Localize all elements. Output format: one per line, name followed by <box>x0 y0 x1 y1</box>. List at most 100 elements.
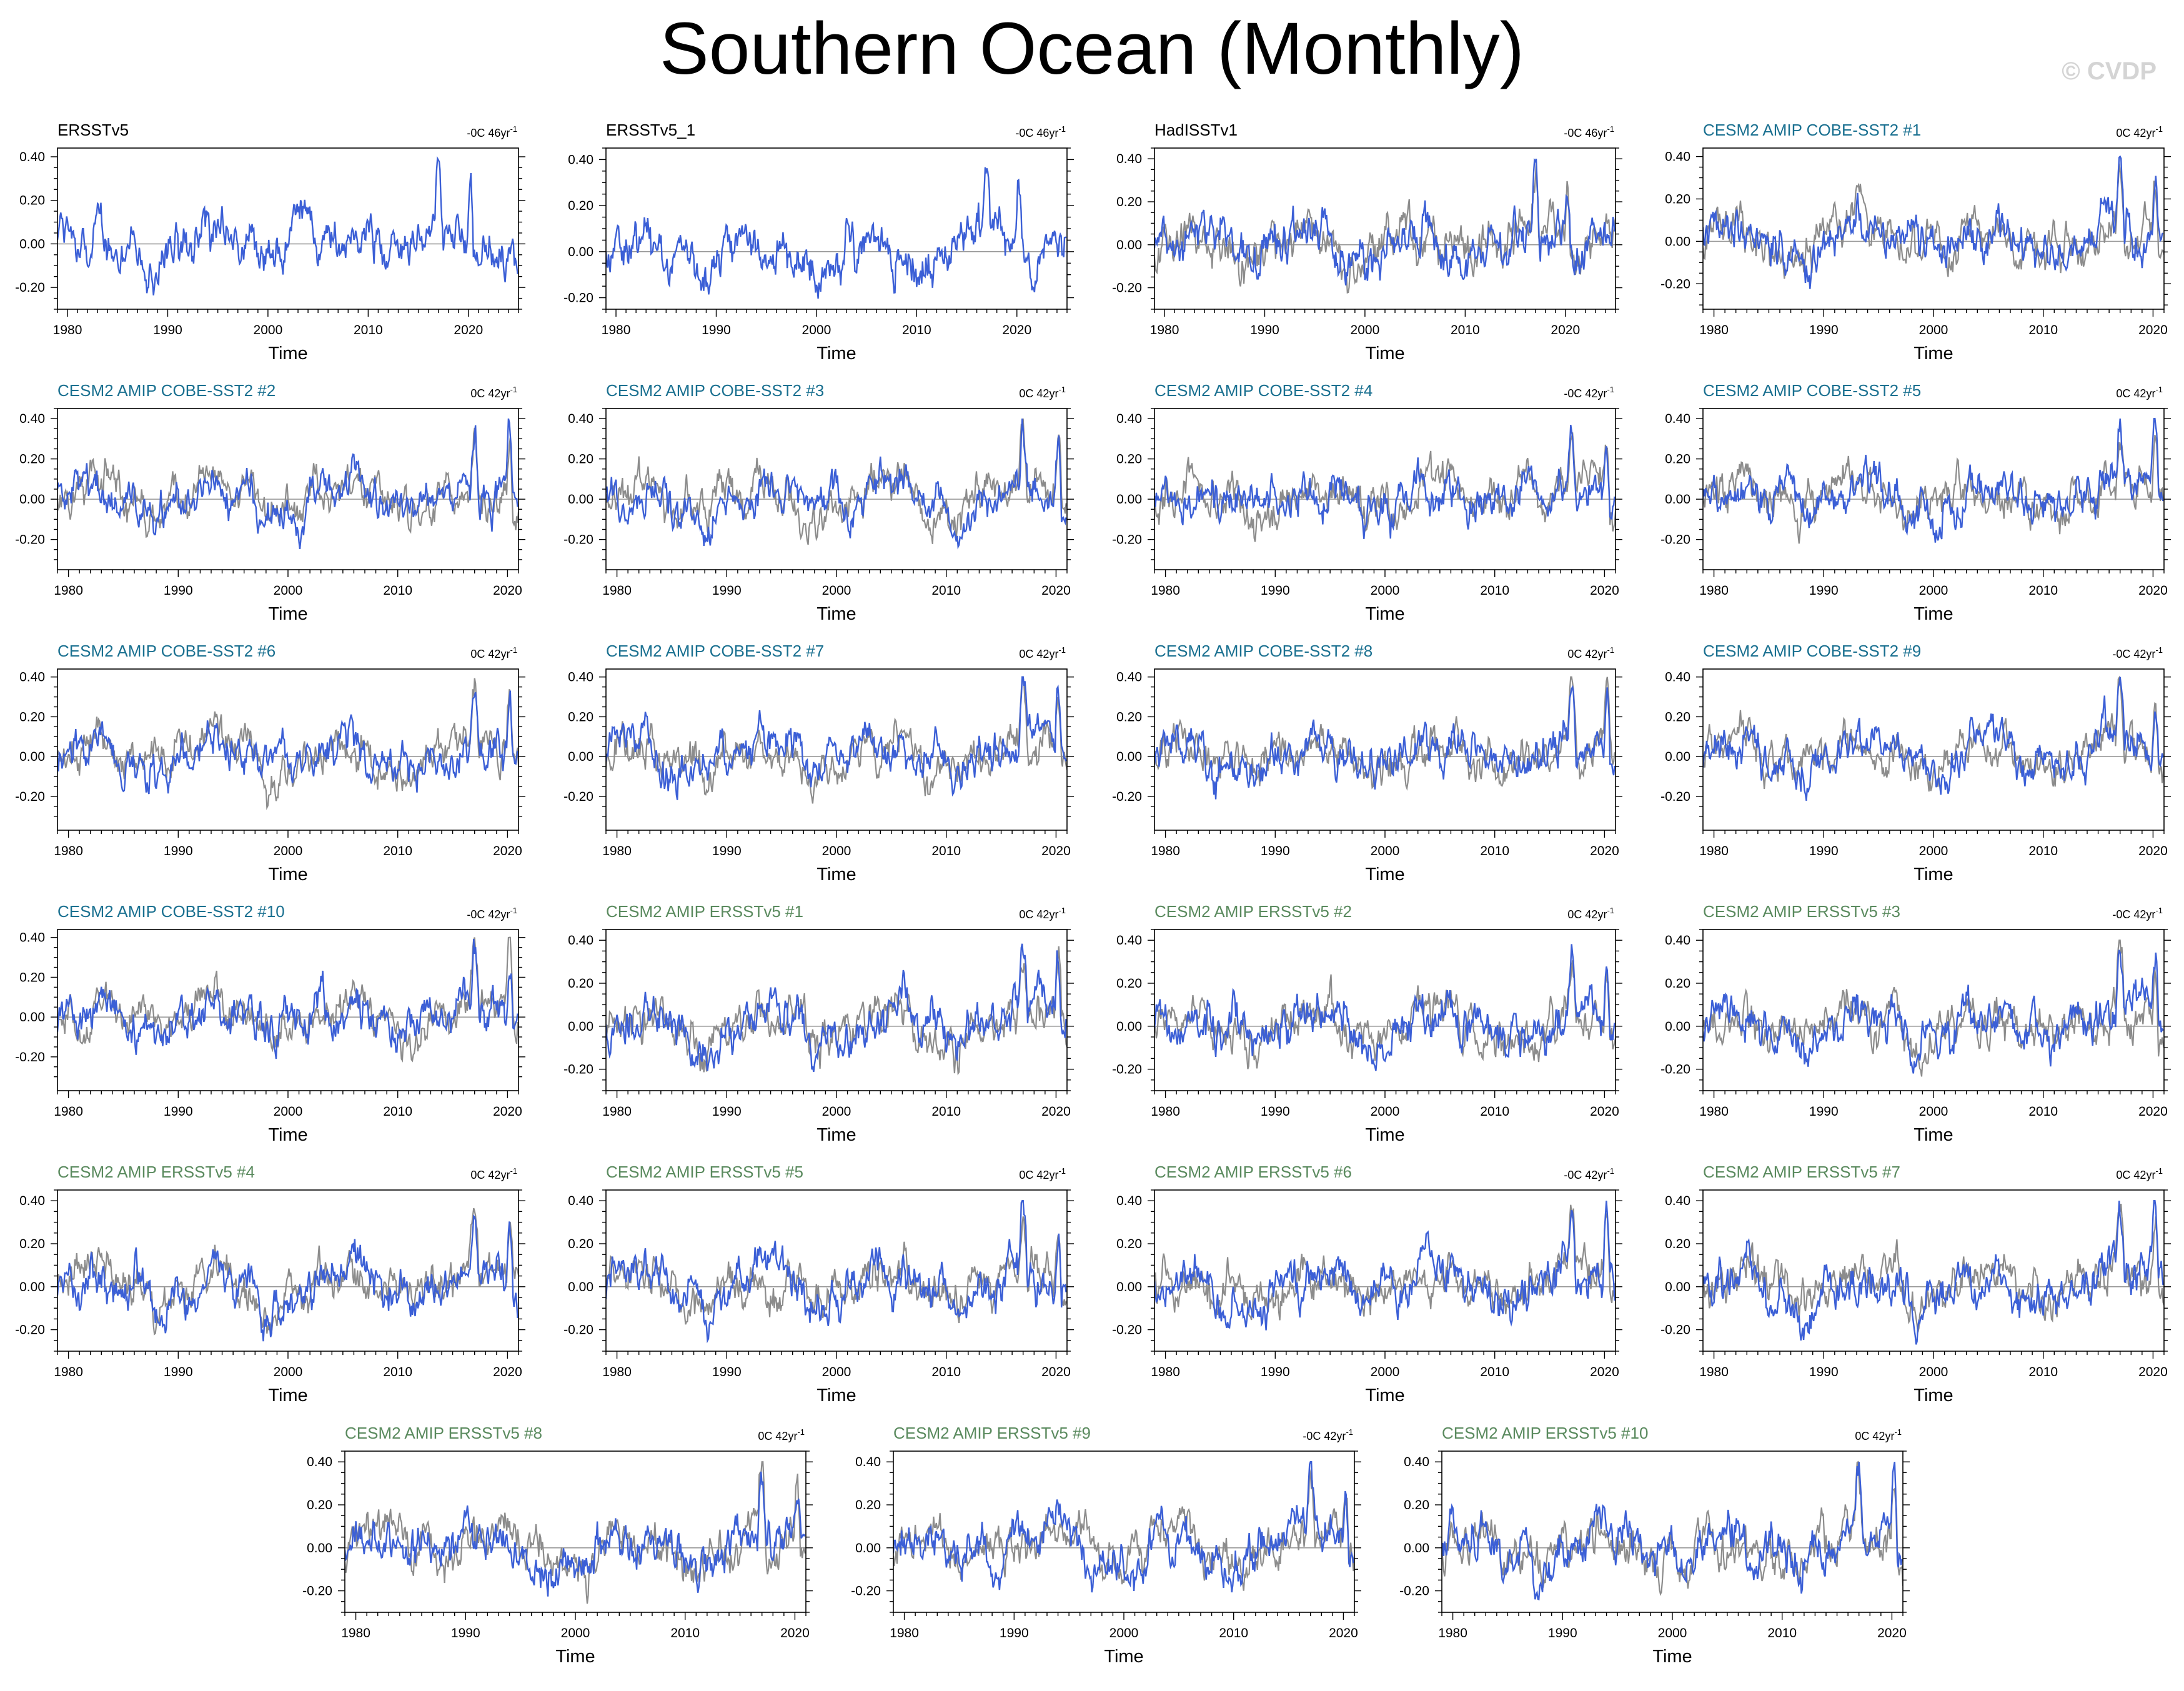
y-tick-label: 0.00 <box>19 237 45 251</box>
trend-exponent: -1 <box>510 1166 517 1176</box>
x-tick-label: 2010 <box>931 1104 961 1119</box>
x-axis-title: Time <box>1104 1647 1143 1667</box>
y-tick-label: -0.20 <box>1112 1323 1142 1337</box>
x-tick-label: 1990 <box>1261 583 1290 598</box>
y-tick-label: 0.40 <box>1665 933 1690 948</box>
reference-series-line <box>1154 960 1616 1069</box>
y-tick-label: 0.20 <box>19 452 45 467</box>
plot-frame <box>1154 929 1616 1091</box>
x-tick-label: 2020 <box>2138 1104 2168 1119</box>
panel-13: CESM2 AMIP COBE-SST2 #10 -0C 42yr-1 0.40 0.… <box>15 902 525 1145</box>
x-tick-label: 1980 <box>602 844 632 858</box>
x-tick-label: 2010 <box>383 1365 412 1379</box>
y-tick-label: 0.40 <box>1665 150 1690 164</box>
y-tick-label: 0.20 <box>1116 1237 1142 1251</box>
x-tick-label: 2020 <box>1041 1365 1071 1379</box>
x-tick-label: 2020 <box>1041 1104 1071 1119</box>
y-tick-label: 0.40 <box>568 670 593 685</box>
x-tick-label: 2010 <box>902 323 931 337</box>
reference-series-line <box>57 936 519 1063</box>
x-tick-label: 2000 <box>802 323 831 337</box>
series-line <box>606 167 1067 299</box>
y-tick-label: 0.00 <box>1665 234 1690 249</box>
trend-exponent: -1 <box>510 385 517 394</box>
x-tick-label: 2010 <box>2028 1104 2058 1119</box>
x-tick-label: 1980 <box>1150 323 1179 337</box>
panel-title: CESM2 AMIP COBE-SST2 #1 <box>1703 121 1921 139</box>
trend-exponent: -1 <box>2155 385 2163 394</box>
x-tick-label: 2000 <box>1919 323 1948 337</box>
x-tick-label: 1980 <box>602 1365 632 1379</box>
y-tick-label: 0.00 <box>855 1541 881 1555</box>
series-line <box>606 676 1067 800</box>
y-tick-label: -0.20 <box>563 1063 593 1077</box>
x-tick-label: 1990 <box>712 583 742 598</box>
panel-18: CESM2 AMIP ERSSTv5 #5 0C 42yr-1 0.40 0.20 0.… <box>563 1163 1074 1406</box>
y-tick-label: 0.40 <box>19 670 45 685</box>
trend-exponent: -1 <box>2155 906 2163 915</box>
x-tick-label: 1990 <box>702 323 731 337</box>
y-tick-label: -0.20 <box>563 1323 593 1337</box>
y-tick-label: 0.00 <box>1665 492 1690 507</box>
trend-label: 0C 42yr-1 <box>2116 124 2163 139</box>
series-line <box>1442 1461 1903 1601</box>
y-tick-label: 0.40 <box>19 412 45 426</box>
y-tick-label: 0.40 <box>1116 1194 1142 1208</box>
page-title: Southern Ocean (Monthly) <box>660 7 1524 90</box>
y-tick-label: 0.20 <box>855 1498 881 1512</box>
x-tick-label: 2000 <box>1919 1365 1948 1379</box>
x-tick-label: 2020 <box>1551 323 1580 337</box>
x-tick-label: 2000 <box>1658 1626 1687 1640</box>
x-tick-label: 1990 <box>712 1365 742 1379</box>
x-tick-label: 2010 <box>1219 1626 1248 1640</box>
trend-exponent: -1 <box>1607 645 1614 655</box>
y-tick-label: -0.20 <box>1660 1323 1690 1337</box>
x-tick-label: 2000 <box>274 844 303 858</box>
x-axis-title: Time <box>1365 344 1404 364</box>
trend-label: 0C 42yr-1 <box>2116 385 2163 400</box>
panel-3: HadISSTv1 -0C 46yr-1 0.40 0.20 0.00 -0.20 1980… <box>1112 121 1622 364</box>
y-tick-label: -0.20 <box>1660 533 1690 547</box>
trend-label: -0C 42yr-1 <box>2112 906 2163 921</box>
trend-label: 0C 42yr-1 <box>1567 645 1614 660</box>
y-tick-label: 0.40 <box>1116 412 1142 426</box>
y-tick-label: 0.20 <box>568 710 593 724</box>
x-tick-label: 2020 <box>1041 844 1071 858</box>
reference-series-line <box>1442 1460 1903 1597</box>
x-tick-label: 1980 <box>1699 1104 1729 1119</box>
trend-label: 0C 42yr-1 <box>470 1166 517 1181</box>
panel-7: CESM2 AMIP COBE-SST2 #4 -0C 42yr-1 0.40 0.2… <box>1112 381 1622 624</box>
trend-exponent: -1 <box>1607 385 1614 394</box>
trend-exponent: -1 <box>1607 124 1614 134</box>
panel-11: CESM2 AMIP COBE-SST2 #8 0C 42yr-1 0.40 0.20… <box>1112 642 1622 885</box>
y-tick-label: 0.20 <box>19 194 45 208</box>
y-tick-label: 0.40 <box>568 1194 593 1208</box>
trend-label: -0C 46yr-1 <box>1564 124 1614 139</box>
x-tick-label: 2020 <box>1590 583 1619 598</box>
x-axis-title: Time <box>1652 1647 1692 1667</box>
y-tick-label: 0.00 <box>1665 750 1690 764</box>
x-tick-label: 2020 <box>780 1626 810 1640</box>
reference-series-line <box>1154 1204 1616 1321</box>
x-tick-label: 1980 <box>54 583 83 598</box>
y-tick-label: 0.00 <box>1116 1280 1142 1294</box>
y-tick-label: 0.20 <box>1665 976 1690 991</box>
x-tick-label: 1990 <box>164 583 193 598</box>
panel-title: CESM2 AMIP ERSSTv5 #4 <box>57 1163 255 1181</box>
y-tick-label: 0.20 <box>307 1498 332 1512</box>
panel-title: CESM2 AMIP COBE-SST2 #8 <box>1154 642 1372 660</box>
series-line <box>606 1199 1067 1344</box>
x-tick-label: 2010 <box>670 1626 700 1640</box>
panel-23: CESM2 AMIP ERSSTv5 #10 0C 42yr-1 0.40 0.20 0… <box>1399 1424 1910 1667</box>
x-axis-title: Time <box>1365 865 1404 885</box>
y-tick-label: 0.00 <box>1665 1019 1690 1034</box>
y-tick-label: 0.00 <box>568 750 593 764</box>
x-tick-label: 2010 <box>2028 583 2058 598</box>
y-tick-label: -0.20 <box>1112 281 1142 295</box>
trend-label: -0C 42yr-1 <box>1564 385 1614 400</box>
y-tick-label: 0.40 <box>19 1194 45 1208</box>
panel-title: HadISSTv1 <box>1154 121 1238 139</box>
y-tick-label: 0.40 <box>1116 933 1142 948</box>
x-tick-label: 2020 <box>1590 1104 1619 1119</box>
